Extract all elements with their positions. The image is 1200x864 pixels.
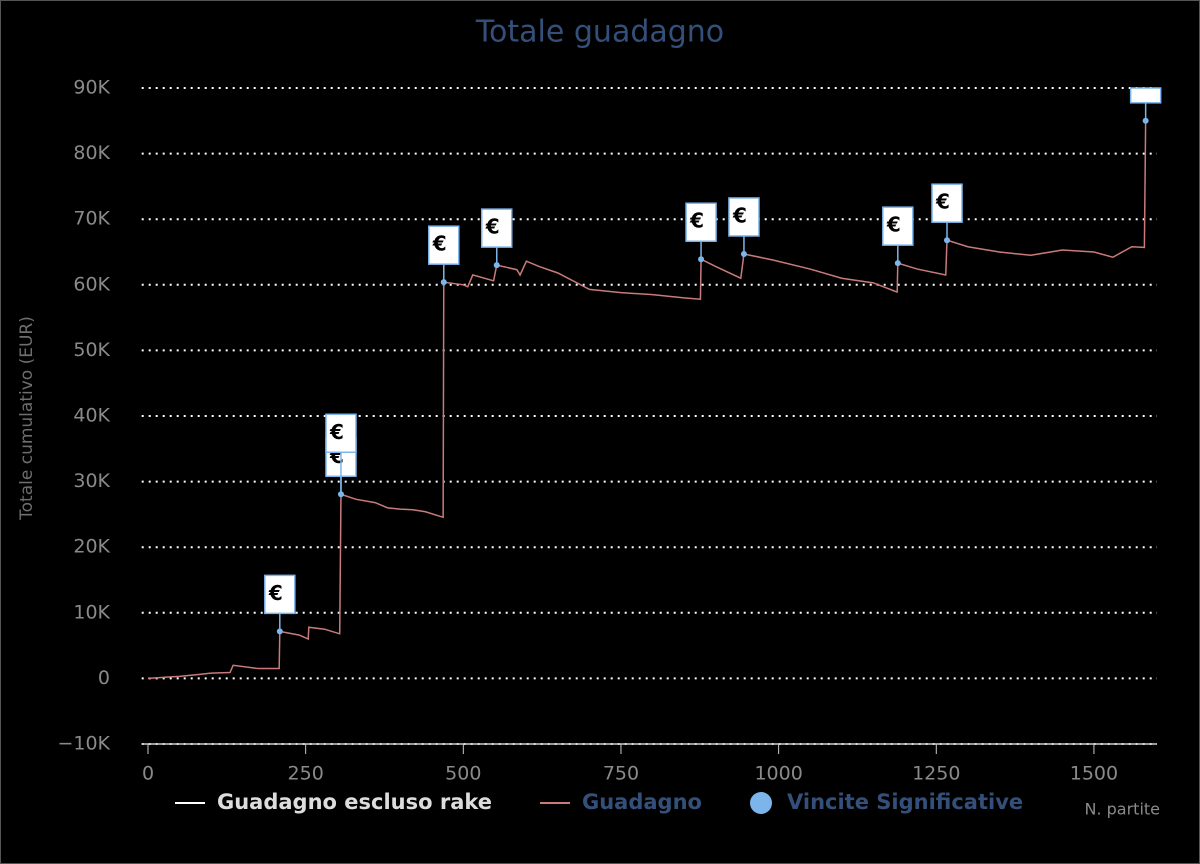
legend-label: Guadagno escluso rake [217, 790, 492, 814]
flag [480, 208, 513, 248]
flag [1129, 87, 1162, 104]
flag-label: € [935, 190, 950, 214]
y-tick-label: 70K [73, 208, 110, 230]
x-tick-label: 250 [288, 763, 324, 785]
x-tick-label: 1250 [912, 763, 960, 785]
flag [728, 197, 760, 237]
legend-symbol [750, 792, 772, 814]
legend-label: Vincite Significative [787, 790, 1023, 814]
y-tick-label: 60K [73, 273, 110, 295]
y-axis-title: Totale cumulativo (EUR) [17, 316, 37, 521]
flag-label: € [732, 203, 747, 227]
y-tick-label: 90K [73, 77, 110, 99]
flag [428, 225, 460, 265]
y-tick-label: 0 [98, 667, 110, 689]
x-tick-label: 1500 [1070, 763, 1118, 785]
y-tick-label: −10K [57, 733, 110, 755]
flag [325, 413, 357, 454]
flag-label: € [689, 209, 704, 233]
marker [740, 250, 747, 257]
flag [264, 574, 296, 615]
y-tick-label: 20K [73, 536, 110, 558]
legend-label: Guadagno [582, 790, 702, 814]
y-tick-label: 30K [73, 470, 110, 492]
flag-label: € [432, 232, 447, 256]
flag-label: € [329, 420, 344, 444]
y-tick-label: 50K [73, 339, 110, 361]
flag-label: € [886, 213, 901, 237]
flag-label: € [485, 215, 500, 239]
x-tick-label: 1000 [754, 763, 802, 785]
y-tick-label: 40K [73, 405, 110, 427]
y-tick-label: 10K [73, 601, 110, 623]
flag [931, 183, 963, 223]
chart-title: Totale guadagno [475, 15, 724, 50]
line-series [147, 120, 1147, 680]
x-tick-label: 0 [142, 763, 154, 785]
flag-label: € [268, 581, 283, 605]
x-tick-label: 750 [603, 763, 639, 785]
flag [882, 206, 914, 246]
x-tick-label: 500 [445, 763, 481, 785]
flag [685, 202, 717, 242]
y-tick-label: 80K [73, 142, 110, 164]
x-axis-title: N. partite [1084, 800, 1160, 819]
